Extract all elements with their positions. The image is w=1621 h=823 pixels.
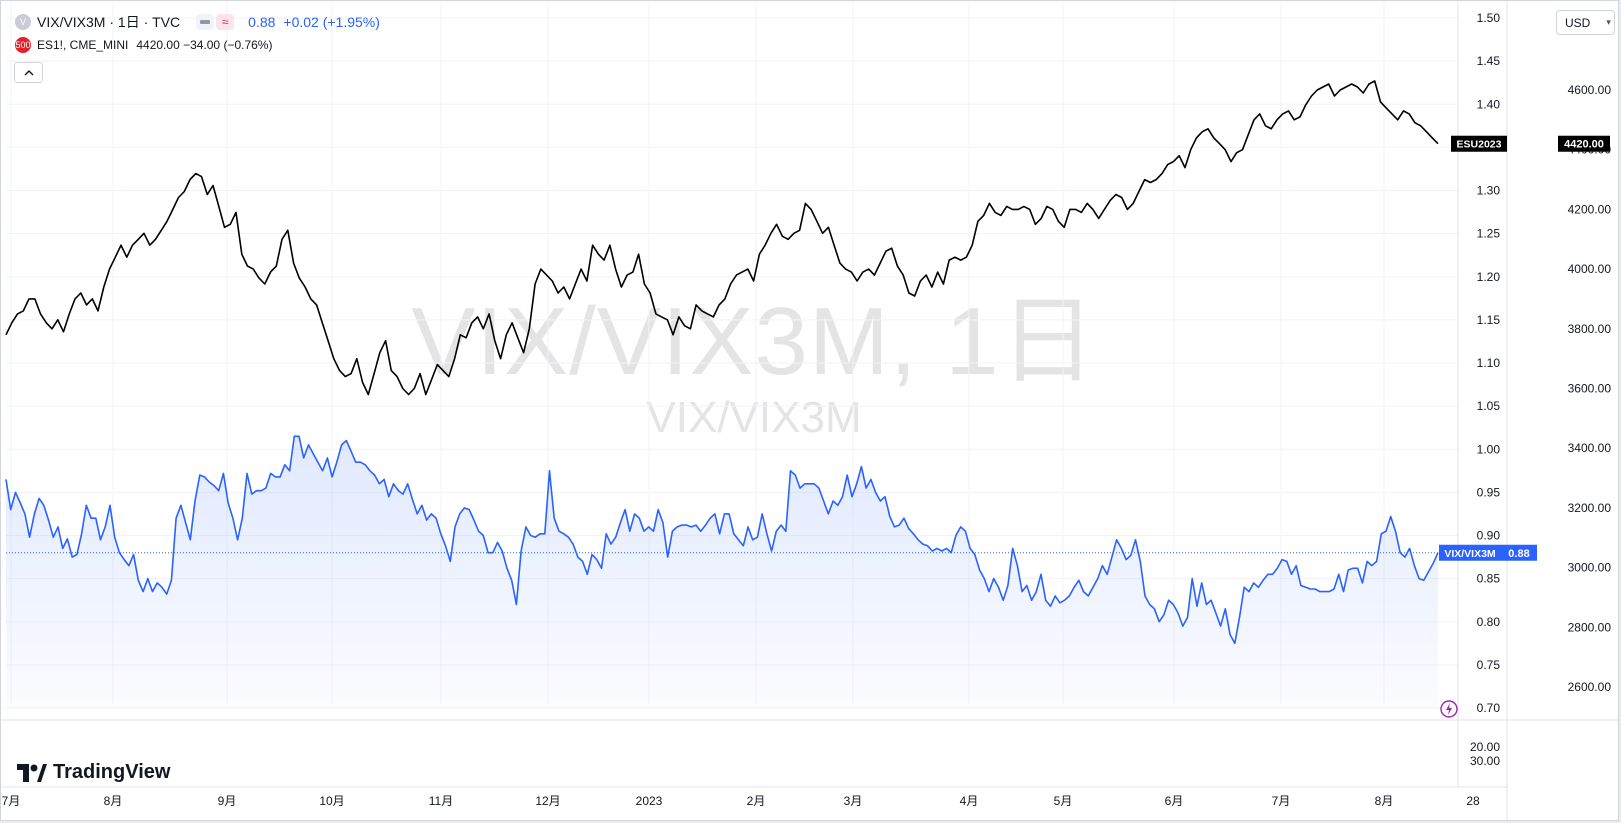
logo-text: TradingView <box>53 761 171 783</box>
es-value-tag-bg <box>1558 135 1610 152</box>
ratio-area <box>6 436 1438 708</box>
time-axis-tick-label: 9月 <box>218 794 237 808</box>
time-axis-tick-label: 4月 <box>960 794 979 808</box>
watermark-title: VIX/VIX3M, 1日 <box>411 288 1097 395</box>
ratio-value-tag-label: 0.88 <box>1508 548 1529 560</box>
es-axis-tick-label: 3400.00 <box>1568 441 1612 455</box>
tradingview-logo[interactable]: TradingView <box>17 761 170 784</box>
es-value-tag-label: 4420.00 <box>1564 139 1604 151</box>
time-axis-tick-label: 6月 <box>1165 794 1184 808</box>
ratio-axis-tick-label: 1.25 <box>1477 227 1501 241</box>
symbol-logo-icon: V <box>15 14 31 30</box>
time-axis-tick-label: 2023 <box>636 794 663 808</box>
compare-symbol-label: ES1!, CME_MINI <box>37 38 129 52</box>
sp500-badge-icon: 500 <box>15 37 31 53</box>
ratio-axis-tick-label: 0.85 <box>1477 572 1501 586</box>
es-axis-tick-label: 3000.00 <box>1568 561 1612 575</box>
ratio-axis-tick-label: 0.90 <box>1477 529 1501 543</box>
time-axis-tick-label: 5月 <box>1054 794 1073 808</box>
time-axis-tick-label: 2月 <box>747 794 766 808</box>
es-axis-tick-label: 4200.00 <box>1568 202 1612 216</box>
ratio-axis-tick-label: 1.50 <box>1477 11 1501 25</box>
time-axis-tick-label: 10月 <box>319 794 344 808</box>
tradingview-logo-icon <box>17 763 47 782</box>
currency-select[interactable]: USD ▾ <box>1556 10 1615 35</box>
ratio-axis-tick-label: 0.80 <box>1477 615 1501 629</box>
ratio-axis-tick-label: 1.45 <box>1477 54 1501 68</box>
ratio-price-axis: 1.501.451.401.351.301.251.201.151.101.05… <box>1477 11 1501 715</box>
ratio-axis-tick-label: 1.05 <box>1477 399 1501 413</box>
es-axis-tick-label: 2800.00 <box>1568 620 1612 634</box>
main-change: +0.02 (+1.95%) <box>283 14 380 30</box>
time-axis-tick-label: 11月 <box>429 794 453 808</box>
compare-values: 4420.00 −34.00 (−0.76%) <box>136 38 273 52</box>
es-symbol-tag-label: ESU2023 <box>1457 139 1502 151</box>
es-symbol-tag-bg <box>1451 135 1507 152</box>
ratio-axis-tick-label: 1.00 <box>1477 442 1501 456</box>
ratio-name-tag: VIX/VIX3M 0.88 <box>1439 544 1537 561</box>
time-axis-tick-label: 8月 <box>1375 794 1394 808</box>
chevron-down-icon: ▾ <box>1606 17 1611 27</box>
ratio-value-tag-bg <box>1501 544 1537 561</box>
ratio-name-tag-bg <box>1439 544 1501 561</box>
ratio-axis-tick-label: 1.40 <box>1477 97 1501 111</box>
es-axis-tick-label: 4000.00 <box>1568 262 1612 276</box>
wave-icon[interactable]: ≈ <box>216 14 235 30</box>
ratio-axis-tick-label: 0.70 <box>1477 701 1501 715</box>
ratio-axis-tick-label: 1.30 <box>1477 184 1501 198</box>
ratio-axis-tick-label: 1.15 <box>1477 313 1501 327</box>
eye-icon[interactable] <box>196 14 215 30</box>
currency-label: USD <box>1565 15 1591 30</box>
main-symbol-label: VIX/VIX3M · 1日 · TVC <box>37 14 181 30</box>
time-axis-tick-label: 7月 <box>1272 794 1291 808</box>
lightning-circle <box>1440 700 1458 718</box>
time-axis-tick-label: 12月 <box>535 794 560 808</box>
ratio-axis-tick-label: 1.10 <box>1477 356 1501 370</box>
es-series-line <box>5 80 1439 396</box>
es-price-axis: 4600.004400.004200.004000.003800.003600.… <box>1568 83 1612 694</box>
time-axis-tick-label: 8月 <box>104 794 123 808</box>
ratio-axis-tick-label: 0.95 <box>1477 485 1501 499</box>
main-series-legend[interactable]: V VIX/VIX3M · 1日 · TVC ≈ 0.88 +0.02 (+1.… <box>15 12 380 32</box>
ratio-axis-tick-label: 1.20 <box>1477 270 1501 284</box>
ratio-name-tag-label: VIX/VIX3M <box>1444 548 1496 560</box>
es-axis-tick-label: 3600.00 <box>1568 382 1612 396</box>
main-value: 0.88 <box>248 14 276 30</box>
chevron-up-icon[interactable] <box>14 62 43 83</box>
sub-pane-tick-label: 20.00 <box>1470 740 1500 754</box>
ratio-axis-tick-label: 0.75 <box>1477 658 1501 672</box>
es-axis-tick-label: 4600.00 <box>1568 83 1612 97</box>
lightning-bolt <box>1446 703 1452 715</box>
sub-pane-tick-label: 30.00 <box>1470 754 1500 768</box>
compare-series-legend[interactable]: 500 ES1!, CME_MINI 4420.00 −34.00 (−0.76… <box>15 37 272 53</box>
time-axis-tick-label: 3月 <box>844 794 863 808</box>
time-axis-tick-label: 28 <box>1466 794 1480 808</box>
time-axis: 7月 8月 9月 10月 11月 12月 2023 2月 3月 4月 5月 6月 7月 8月 28 <box>2 794 1480 808</box>
es-axis-tick-label: 3800.00 <box>1568 322 1612 336</box>
es-axis-tick-label: 3200.00 <box>1568 501 1612 515</box>
es-name-tag: ESU2023 4420.00 <box>1451 135 1610 152</box>
watermark-subtitle: VIX/VIX3M <box>646 393 862 442</box>
time-axis-tick-label: 7月 <box>2 794 21 808</box>
es-axis-tick-label: 2600.00 <box>1568 680 1612 694</box>
ratio-series-line <box>5 435 1439 645</box>
lightning-icon[interactable] <box>1440 700 1458 718</box>
